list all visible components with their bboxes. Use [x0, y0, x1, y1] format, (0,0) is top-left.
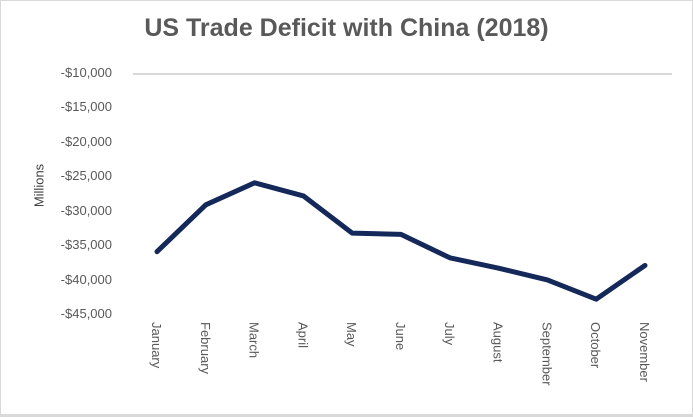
- x-tick-label: November: [637, 322, 652, 382]
- y-tick-label: -$40,000: [60, 271, 112, 287]
- y-tick-label: -$25,000: [60, 168, 112, 184]
- series-line: [154, 180, 648, 302]
- x-tick-label: June: [393, 322, 408, 351]
- x-tick-label: May: [344, 322, 360, 347]
- x-tick-label: January: [149, 322, 164, 369]
- x-tick-label: August: [490, 322, 506, 363]
- x-tick-label: July: [441, 322, 457, 346]
- x-tick-label: April: [295, 322, 311, 349]
- x-tick-label: February: [197, 322, 213, 375]
- y-tick-label: -$20,000: [60, 133, 112, 149]
- y-tick-label: -$15,000: [60, 99, 112, 115]
- x-tick-label: March: [246, 322, 262, 359]
- y-tick-label: -$10,000: [60, 65, 112, 80]
- y-tick-label: -$45,000: [60, 306, 112, 321]
- chart-title: US Trade Deficit with China (2018): [144, 14, 549, 42]
- x-tick-label: October: [588, 322, 604, 369]
- y-tick-label: -$30,000: [60, 202, 112, 218]
- x-tick-label: September: [539, 322, 555, 386]
- y-tick-label: -$35,000: [60, 237, 112, 253]
